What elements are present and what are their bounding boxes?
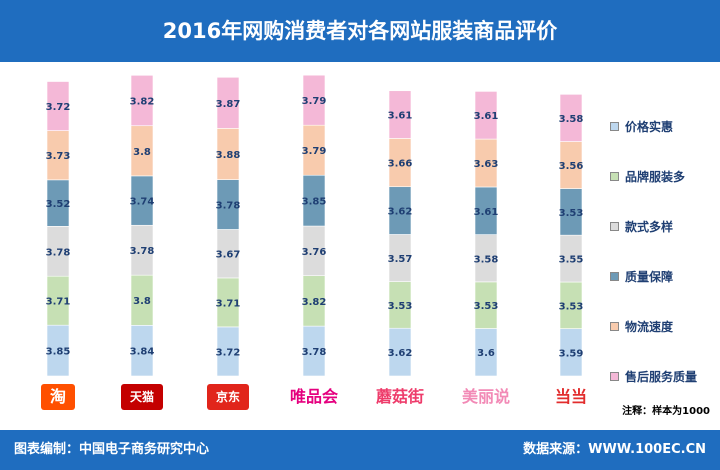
legend-item: 品牌服装多 [610, 168, 685, 184]
data-label: 3.72 [216, 347, 241, 358]
data-label: 3.71 [46, 297, 71, 308]
data-label: 3.8 [133, 147, 151, 158]
data-label: 3.88 [216, 150, 241, 161]
legend-swatch [610, 222, 619, 231]
data-label: 3.52 [46, 199, 71, 210]
legend-label: 款式多样 [625, 218, 673, 235]
legend-item: 价格实惠 [610, 118, 673, 134]
site-logo: 美丽说 [461, 384, 512, 410]
data-label: 3.85 [302, 197, 327, 208]
data-label: 3.79 [302, 96, 327, 107]
data-label: 3.53 [388, 301, 413, 312]
data-label: 3.58 [559, 114, 584, 125]
footer-data-source: 数据来源：WWW.100EC.CN [523, 430, 706, 470]
data-label: 3.53 [559, 301, 584, 312]
data-label: 3.82 [130, 97, 155, 108]
data-label: 3.87 [216, 99, 241, 110]
data-label: 3.53 [474, 301, 499, 312]
legend-label: 质量保障 [625, 268, 673, 285]
data-label: 3.61 [474, 207, 499, 218]
site-logo: 京东 [207, 384, 249, 410]
site-logo: 蘑菇街 [375, 384, 426, 410]
data-label: 3.56 [559, 161, 584, 172]
legend-swatch [610, 372, 619, 381]
legend-label: 价格实惠 [625, 118, 673, 135]
data-label: 3.53 [559, 208, 584, 219]
data-label: 3.78 [302, 347, 327, 358]
data-label: 3.8 [133, 296, 151, 307]
legend-swatch [610, 172, 619, 181]
data-label: 3.72 [46, 102, 71, 113]
legend-label: 售后服务质量 [625, 368, 697, 385]
data-label: 3.84 [130, 347, 155, 358]
site-logo: 淘 [41, 384, 75, 410]
legend-label: 物流速度 [625, 318, 673, 335]
footer-bar: 图表编制：中国电子商务研究中心 数据来源：WWW.100EC.CN [0, 430, 720, 470]
data-label: 3.55 [559, 255, 584, 266]
data-label: 3.59 [559, 348, 584, 359]
data-label: 3.78 [216, 201, 241, 212]
data-label: 3.62 [388, 348, 413, 359]
legend-item: 物流速度 [610, 318, 673, 334]
data-label: 3.61 [388, 111, 413, 122]
data-label: 3.63 [474, 159, 499, 170]
legend-label: 品牌服装多 [625, 168, 685, 185]
legend-swatch [610, 322, 619, 331]
data-label: 3.82 [302, 297, 327, 308]
site-logo: 唯品会 [289, 384, 340, 410]
data-label: 3.79 [302, 146, 327, 157]
data-label: 3.73 [46, 151, 71, 162]
site-logo: 当当 [554, 384, 588, 410]
data-label: 3.76 [302, 247, 327, 258]
sample-note: 注释：样本为1000 [622, 402, 710, 417]
data-label: 3.85 [46, 347, 71, 358]
data-label: 3.58 [474, 254, 499, 265]
data-label: 3.78 [46, 247, 71, 258]
data-label: 3.71 [216, 298, 241, 309]
data-label: 3.78 [130, 246, 155, 257]
data-label: 3.61 [474, 111, 499, 122]
data-label: 3.57 [388, 254, 413, 265]
legend-swatch [610, 122, 619, 131]
legend-item: 质量保障 [610, 268, 673, 284]
legend-item: 售后服务质量 [610, 368, 697, 384]
data-label: 3.66 [388, 159, 413, 170]
footer-source-compiler: 图表编制：中国电子商务研究中心 [14, 430, 209, 470]
data-label: 3.67 [216, 250, 241, 261]
data-label: 3.74 [130, 197, 155, 208]
data-label: 3.6 [477, 348, 495, 359]
legend-item: 款式多样 [610, 218, 673, 234]
data-label: 3.62 [388, 207, 413, 218]
site-logo: 天猫 [121, 384, 163, 410]
chart-title: 2016年网购消费者对各网站服装商品评价 [0, 0, 720, 62]
legend-swatch [610, 272, 619, 281]
